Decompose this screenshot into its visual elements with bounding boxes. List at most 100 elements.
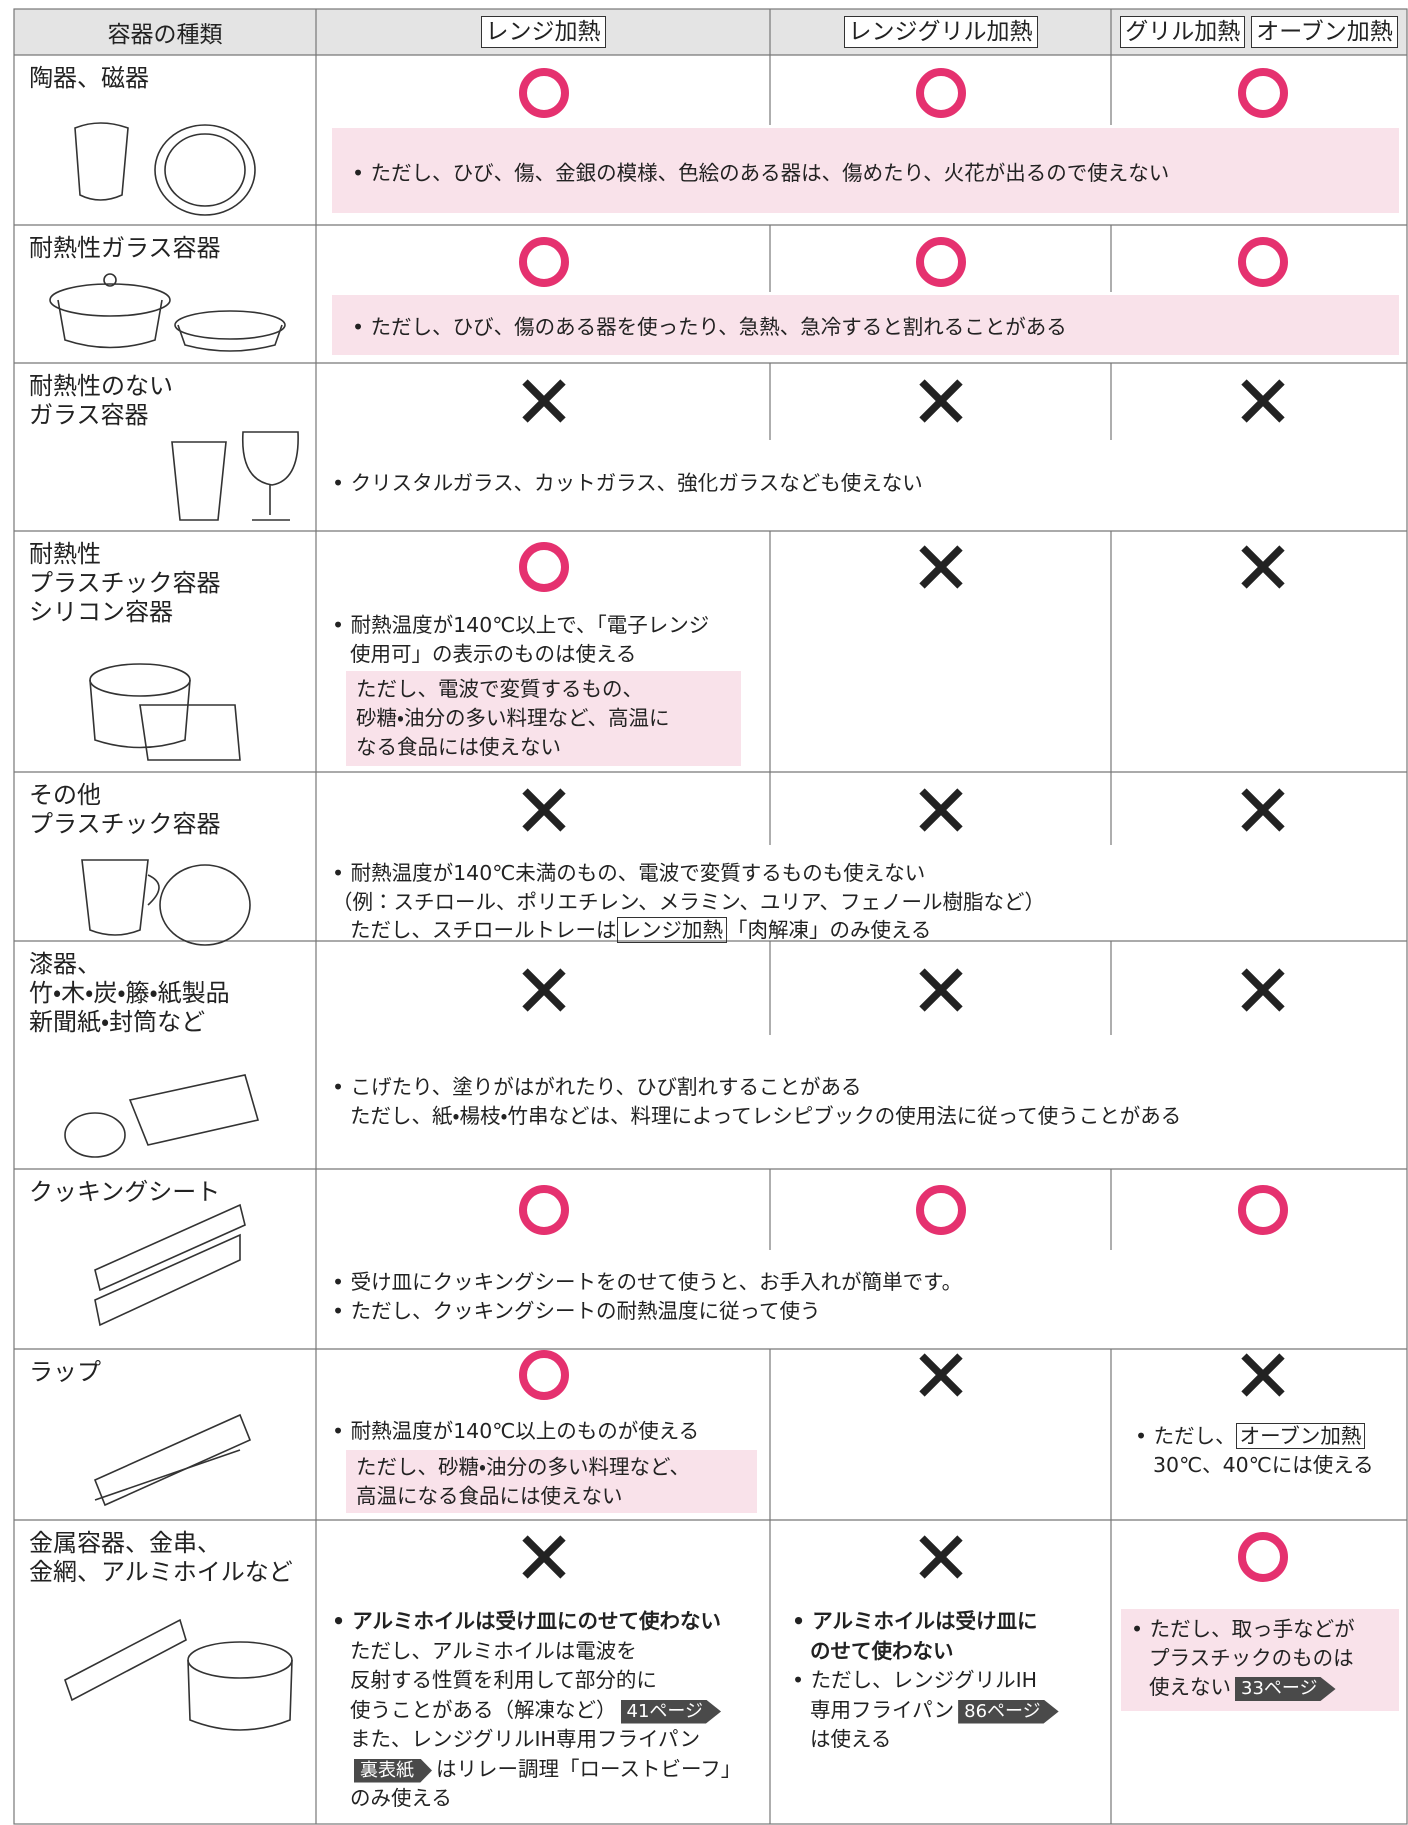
note-line: • ただし、レンジグリルIH: [792, 1668, 1038, 1692]
note-line: ただし、紙・楊枝・竹串などは、料理によってレシピブックの使用法に従って使うことが…: [350, 1103, 1182, 1128]
note: • 耐熱温度が140℃未満のもの、電波で変質するものも使えない （例：スチロール、…: [332, 859, 1045, 945]
note-line: ただし、電波で変質するもの、: [356, 677, 643, 701]
ok-mark: [920, 72, 962, 114]
note-line: • ただし、取っ手などが: [1131, 1617, 1355, 1641]
note-line: • ただし、ひび、傷のある器を使ったり、急熱、急冷すると割れることがある: [352, 315, 1067, 339]
note: • アルミホイルは受け皿に のせて使わない • ただし、レンジグリルIH 専用フ…: [792, 1607, 1063, 1755]
mode-label: オーブン加熱: [1235, 1423, 1366, 1449]
note-line: ただし、アルミホイルは電波を: [350, 1638, 637, 1663]
note: • 耐熱温度が140℃以上のものが使える: [332, 1417, 699, 1446]
row-name: 耐熱性のない ガラス容器: [29, 372, 173, 430]
name-line: ラップ: [29, 1358, 101, 1386]
note-line: のせて使わない: [810, 1638, 954, 1663]
note-line: • ただし、ひび、傷、金銀の模様、色絵のある器は、傷めたり、火花が出るので使えな…: [352, 160, 1170, 185]
note-line: 反射する性質を利用して部分的に: [350, 1668, 657, 1692]
header-label: レンジ加熱: [480, 16, 606, 48]
ng-mark: [1244, 548, 1282, 586]
name-line: クッキングシート: [29, 1178, 221, 1206]
ok-mark: [523, 72, 565, 114]
text: 使えない: [1149, 1675, 1231, 1699]
name-line: シリコン容器: [29, 598, 173, 626]
mode-label: レンジ加熱: [616, 917, 727, 943]
note-line: 30℃、40℃には使える: [1153, 1452, 1374, 1477]
ng-mark: [922, 382, 960, 420]
row-name: ラップ: [29, 1358, 101, 1387]
row-name: 耐熱性ガラス容器: [29, 234, 221, 263]
note-line: 使用可」の表示のものは使える: [350, 641, 637, 666]
ng-mark: [1244, 791, 1282, 829]
name-line: 新聞紙・封筒など: [29, 1008, 206, 1036]
ok-mark: [920, 1189, 962, 1231]
note-line: • アルミホイルは受け皿に: [792, 1609, 1038, 1633]
caution: ただし、電波で変質するもの、砂糖・油分の多い料理など、高温に なる食品には使えない: [346, 671, 741, 766]
header-cell: レンジグリル加熱: [770, 9, 1111, 55]
name-line: 陶器、磁器: [29, 64, 149, 92]
row-name: 漆器、 竹・木・炭・籐・紙製品 新聞紙・封筒など: [29, 950, 230, 1037]
text: 「肉解凍」のみ使える: [727, 918, 932, 942]
ok-mark: [1242, 1189, 1284, 1231]
note-line: のみ使える: [350, 1786, 452, 1810]
note: • 耐熱温度が140℃以上で、「電子レンジ使用可」の表示のものは使える: [332, 611, 709, 668]
ng-mark: [922, 791, 960, 829]
note-line: • 耐熱温度が140℃以上のものが使える: [332, 1419, 700, 1443]
note-line: • 耐熱温度が140℃未満のもの、電波で変質するものも使えない: [332, 861, 926, 885]
note: • ただし、 オーブン加熱 30℃、40℃には使える: [1135, 1422, 1374, 1479]
note-line: 使えない 33ページ: [1131, 1673, 1389, 1702]
header-label: オーブン加熱: [1251, 16, 1398, 48]
caution: ただし、砂糖・油分の多い料理など、 高温になる食品には使えない: [346, 1450, 757, 1513]
ok-mark: [1242, 1536, 1284, 1578]
name-line: プラスチック容器: [29, 569, 221, 597]
name-line: 金属容器、金串、: [29, 1529, 221, 1557]
note-line: ただし、砂糖・油分の多い料理など、: [356, 1455, 690, 1479]
page-ref: 41ページ: [620, 1699, 722, 1724]
ng-mark: [922, 548, 960, 586]
note-line: 高温になる食品には使えない: [356, 1484, 623, 1508]
row-name: 耐熱性 プラスチック容器 シリコン容器: [29, 540, 221, 627]
ng-mark: [922, 1538, 960, 1576]
caution: • ただし、取っ手などが プラスチックのものは 使えない 33ページ: [1121, 1609, 1399, 1711]
ng-mark: [1244, 971, 1282, 1009]
name-line: 耐熱性ガラス容器: [29, 234, 221, 262]
ng-mark: [1244, 1356, 1282, 1394]
note-line: プラスチックのものは: [1149, 1646, 1354, 1670]
text: はリレー調理「ローストビーフ」: [436, 1756, 742, 1781]
page-ref: 86ページ: [958, 1699, 1059, 1724]
note-line: • 耐熱温度が140℃以上で、「電子レンジ: [332, 613, 710, 637]
note-line: ただし、スチロールトレーは レンジ加熱 「肉解凍」のみ使える: [332, 916, 1045, 945]
ok-mark: [1242, 241, 1284, 283]
caution-bg: [332, 295, 1399, 355]
row-name: クッキングシート: [29, 1178, 220, 1207]
header-cell: グリル加熱 オーブン加熱: [1111, 9, 1407, 55]
container-illustrations: [49, 122, 299, 1731]
ng-mark: [525, 1538, 563, 1576]
ok-mark: [523, 1354, 565, 1396]
header-cell: レンジ加熱: [316, 9, 770, 55]
note-line: は使える: [810, 1727, 892, 1751]
name-line: 耐熱性のない: [29, 372, 173, 400]
name-line: 竹・木・炭・籐・紙製品: [29, 979, 230, 1007]
note: • クリスタルガラス、カットガラス、強化ガラスなども使えない: [332, 469, 923, 498]
ok-mark: [523, 546, 565, 588]
name-line: 漆器、: [29, 950, 101, 978]
caution: • ただし、ひび、傷、金銀の模様、色絵のある器は、傷めたり、火花が出るので使えな…: [332, 128, 1399, 213]
note-line: なる食品には使えない: [356, 735, 561, 759]
note-line: • こげたり、塗りがはがれたり、ひび割れすることがある: [332, 1075, 862, 1099]
header-label: 容器の種類: [107, 22, 223, 48]
ng-mark: [525, 382, 563, 420]
page-ref: 33ページ: [1235, 1677, 1336, 1701]
note-line: • クリスタルガラス、カットガラス、強化ガラスなども使えない: [332, 471, 923, 495]
row-name: その他 プラスチック容器: [29, 781, 221, 839]
note: • 受け皿にクッキングシートをのせて使うと、お手入れが簡単です。 • ただし、クッ…: [332, 1268, 962, 1325]
note-line: • アルミホイルは受け皿にのせて使わない: [332, 1609, 722, 1633]
note-line: 砂糖・油分の多い料理など、高温に: [356, 706, 670, 730]
note-line: 裏表紙 はリレー調理「ローストビーフ」: [332, 1755, 741, 1785]
ok-mark: [1242, 72, 1284, 114]
note-line: また、レンジグリルIH専用フライパン: [350, 1727, 701, 1751]
ng-mark: [525, 971, 563, 1009]
row-name: 陶器、磁器: [29, 64, 149, 93]
header-label: レンジグリル加熱: [843, 16, 1038, 48]
caution: • ただし、ひび、傷のある器を使ったり、急熱、急冷すると割れることがある: [332, 295, 1399, 355]
note-line: 専用フライパン 86ページ: [792, 1696, 1063, 1726]
